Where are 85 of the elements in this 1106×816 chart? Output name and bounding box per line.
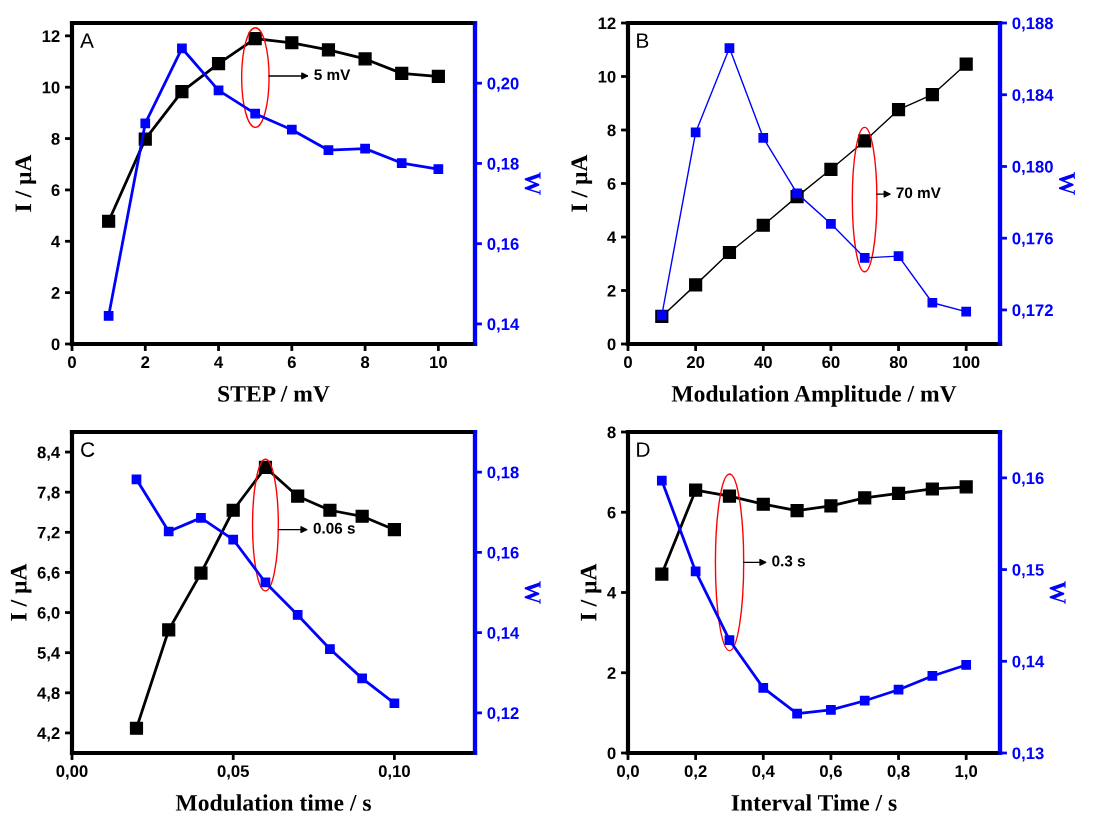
x-tick-label: 0 [624,356,632,369]
annotation: B [637,33,649,48]
x-axis-title: Modulation Amplitude / mV [671,385,957,407]
y2-tick-label: 0,16 [487,546,519,561]
y2-axis-title: W [1058,172,1075,195]
x-tick-label: 1,0 [955,765,978,780]
y2-axis-title: W [524,172,541,195]
y2-tick-label: 0,14 [1012,655,1045,670]
y-tick-label: 0 [607,338,616,351]
annotation: D [637,442,650,457]
annotation: 5 mV [314,69,351,81]
x-tick-label: 0,00 [56,765,88,780]
y2-tick-label: 0,14 [487,627,520,642]
x-tick-label: 0 [68,356,76,369]
y-tick-label: 5,4 [37,647,61,662]
y-axis-title: I / μA [580,563,602,621]
annotation: C [81,442,95,457]
y-tick-label: 10 [42,81,60,94]
x-tick-label: 0,0 [617,765,639,780]
annotation: 0.3 s [772,555,805,567]
y2-tick-label: 0,180 [1012,160,1053,176]
y-tick-label: 6 [607,177,616,190]
x-tick-label: 6 [287,356,296,369]
y-tick-label: 8 [51,132,60,145]
y-axis-title: I / μA [15,154,37,212]
y-tick-label: 8 [607,426,616,439]
y2-tick-label: 0,176 [1012,232,1053,247]
y-tick-label: 6 [51,184,60,197]
y2-tick-label: 0,172 [1012,304,1053,319]
x-tick-label: 4 [214,356,224,368]
x-tick-label: 0,10 [378,765,410,780]
y2-tick-label: 0,16 [1012,472,1044,487]
y-tick-label: 6 [607,506,616,519]
x-tick-label: 0,4 [752,765,775,780]
y-axis-title: I / μA [10,563,32,621]
x-axis-title: STEP / mV [218,385,330,402]
y-tick-label: 4 [607,231,617,244]
y-tick-label: 8 [607,124,616,137]
y-tick-label: 7,2 [37,526,60,541]
y-tick-label: 4,8 [37,687,60,702]
y-tick-label: 12 [598,17,616,30]
x-tick-label: 60 [822,356,840,369]
annotation: A [80,33,94,48]
y-tick-label: 0 [607,747,616,760]
annotation: 70 mV [896,187,941,199]
x-axis-title: Interval Time / s [731,794,897,811]
annotation: 0.06 s [313,522,355,534]
y-tick-label: 4,2 [37,727,60,742]
y2-tick-label: 0,13 [1012,747,1044,762]
y2-tick-label: 0,15 [1012,563,1044,579]
x-tick-label: 2 [141,356,150,368]
x-tick-label: 20 [686,356,705,369]
y2-tick-label: 0,20 [487,77,519,92]
y2-axis-title: W [1049,581,1066,604]
x-tick-label: 0,2 [684,765,707,780]
x-tick-label: 80 [889,356,908,369]
y-tick-label: 2 [51,287,60,299]
x-tick-label: 0,05 [217,765,249,780]
y2-tick-label: 0,12 [487,707,519,722]
x-tick-label: 40 [754,356,772,369]
y2-tick-label: 0,16 [487,238,519,253]
y2-tick-label: 0,188 [1012,17,1053,32]
y-tick-label: 12 [42,30,60,42]
y-axis-title: I / μA [571,154,593,212]
x-axis-title: Modulation time / s [175,794,371,811]
y-tick-label: 0 [51,338,60,351]
y2-tick-label: 0,18 [487,466,519,481]
y-tick-label: 6,0 [37,606,60,622]
y2-tick-label: 0,14 [487,318,520,333]
y-tick-label: 2 [607,667,616,679]
y2-axis-title: W [524,581,541,604]
x-tick-label: 0,8 [887,765,910,780]
y-tick-label: 2 [607,284,616,297]
x-tick-label: 10 [430,356,447,369]
y2-tick-label: 0,184 [1012,89,1054,104]
y-tick-label: 10 [598,70,616,83]
y2-tick-label: 0,18 [487,157,519,173]
y-tick-label: 4 [607,587,617,599]
y-tick-label: 8,4 [37,446,61,461]
x-tick-label: 0,6 [819,765,842,780]
x-tick-label: 100 [953,356,980,369]
x-tick-label: 8 [360,356,370,369]
y-tick-label: 7,8 [37,486,60,501]
y-tick-label: 4 [51,235,61,248]
y-tick-label: 6,6 [37,566,60,582]
